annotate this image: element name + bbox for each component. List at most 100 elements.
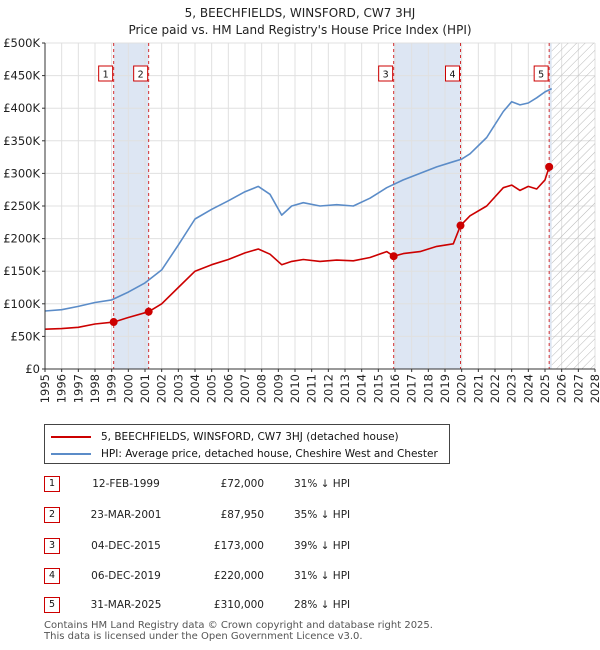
y-tick-label: £150K	[3, 264, 40, 278]
forecast-hatch-area	[551, 43, 595, 369]
y-tick-label: £400K	[3, 101, 40, 115]
x-tick-label: 2023	[505, 374, 519, 403]
legend-label-price: 5, BEECHFIELDS, WINSFORD, CW7 3HJ (detac…	[101, 431, 399, 443]
sale-label-number: 3	[383, 70, 389, 81]
table-row: 2 23-MAR-2001 £87,950 35% ↓ HPI	[44, 507, 444, 525]
table-row: 3 04-DEC-2015 £173,000 39% ↓ HPI	[44, 538, 444, 556]
x-tick-label: 2008	[255, 374, 269, 403]
sale-point	[456, 221, 465, 230]
table-row: 4 06-DEC-2019 £220,000 31% ↓ HPI	[44, 568, 444, 586]
sale-date: 04-DEC-2015	[91, 540, 161, 552]
y-tick-label: £450K	[3, 69, 40, 83]
x-tick-label: 2004	[188, 374, 202, 403]
sale-point	[144, 307, 153, 316]
sale-label-box	[533, 65, 549, 82]
x-tick-label: 1998	[88, 374, 102, 403]
legend-line-red	[51, 436, 91, 438]
y-tick-label: £250K	[3, 199, 40, 213]
sale-price: £87,950	[220, 509, 264, 521]
sale-hpi-diff: 35% ↓ HPI	[294, 509, 351, 521]
y-tick-label: £200K	[3, 232, 40, 246]
x-tick-label: 2005	[205, 374, 219, 403]
sale-label-number: 1	[103, 70, 109, 81]
hpi-line	[44, 87, 553, 312]
chart-subtitle: Price paid vs. HM Land Registry's House …	[128, 23, 471, 37]
x-tick-label: 2001	[138, 374, 152, 403]
sale-date: 23-MAR-2001	[90, 509, 162, 521]
x-tick-label: 2013	[338, 374, 352, 403]
x-tick-label: 1996	[55, 374, 69, 403]
x-tick-label: 2009	[271, 374, 285, 403]
sale-date: 12-FEB-1999	[92, 478, 160, 490]
x-tick-label: 2006	[221, 374, 235, 403]
sale-number-badge: 3	[44, 538, 60, 554]
sale-label-number: 2	[138, 70, 144, 81]
footer-line-1: Contains HM Land Registry data © Crown c…	[44, 620, 433, 631]
x-tick-label: 2020	[455, 374, 469, 403]
x-tick-label: 2025	[538, 374, 552, 403]
price-paid-line	[44, 166, 553, 330]
chart-title: 5, BEECHFIELDS, WINSFORD, CW7 3HJ	[185, 6, 416, 20]
x-tick-label: 2000	[121, 374, 135, 403]
x-tick-label: 2010	[288, 374, 302, 403]
legend-line-blue	[51, 453, 91, 455]
x-tick-label: 2024	[521, 374, 535, 403]
table-row: 1 12-FEB-1999 £72,000 31% ↓ HPI	[44, 476, 444, 494]
x-tick-label: 2017	[405, 374, 419, 403]
sale-label-box	[133, 65, 149, 82]
y-tick-label: £300K	[3, 166, 40, 180]
sale-hpi-diff: 31% ↓ HPI	[294, 570, 351, 582]
y-tick-label: £500K	[3, 36, 40, 50]
sale-hpi-diff: 31% ↓ HPI	[294, 478, 351, 490]
legend-label-hpi: HPI: Average price, detached house, Ches…	[101, 448, 438, 460]
sale-point	[389, 252, 398, 261]
y-tick-label: £0	[25, 362, 40, 376]
footer-line-2: This data is licensed under the Open Gov…	[44, 631, 363, 642]
legend-item-hpi: HPI: Average price, detached house, Ches…	[51, 446, 438, 462]
sale-label-box	[445, 65, 460, 82]
x-tick-label: 1997	[71, 374, 85, 403]
x-tick-label: 2019	[438, 374, 452, 403]
sale-price: £310,000	[213, 599, 264, 611]
x-tick-label: 2018	[421, 374, 435, 403]
x-tick-label: 2015	[371, 374, 385, 403]
y-tick-label: £350K	[3, 134, 40, 148]
x-tick-label: 2027	[571, 374, 585, 403]
x-tick-label: 2022	[488, 374, 502, 403]
sale-price: £220,000	[213, 570, 264, 582]
x-tick-label: 2014	[355, 374, 369, 403]
x-tick-label: 2026	[555, 374, 569, 403]
sale-number-badge: 5	[44, 597, 60, 613]
x-tick-label: 2028	[588, 374, 600, 403]
x-tick-label: 2021	[471, 374, 485, 403]
sale-point	[109, 318, 118, 327]
sale-label-number: 5	[538, 70, 544, 81]
sale-hpi-diff: 39% ↓ HPI	[294, 540, 351, 552]
x-tick-label: 2007	[238, 374, 252, 403]
sale-number-badge: 1	[44, 476, 60, 492]
x-tick-label: 1995	[38, 374, 52, 403]
sale-date: 06-DEC-2019	[91, 570, 161, 582]
x-tick-label: 2012	[321, 374, 335, 403]
table-row: 5 31-MAR-2025 £310,000 28% ↓ HPI	[44, 597, 444, 615]
x-tick-label: 1999	[105, 374, 119, 403]
y-tick-label: £50K	[11, 329, 41, 343]
y-tick-label: £100K	[3, 297, 40, 311]
legend-item-price: 5, BEECHFIELDS, WINSFORD, CW7 3HJ (detac…	[51, 429, 399, 445]
price-chart: 1 2 3 4 5 £0 £50K £100K £150K £200K £250K £300K £35…	[3, 6, 600, 403]
sale-number-badge: 4	[44, 568, 60, 584]
sale-price: £173,000	[213, 540, 264, 552]
sale-point	[545, 162, 554, 171]
x-tick-label: 2003	[171, 374, 185, 403]
sale-number-badge: 2	[44, 507, 60, 523]
sale-hpi-diff: 28% ↓ HPI	[294, 599, 351, 611]
x-tick-label: 2002	[155, 374, 169, 403]
sale-label-box	[378, 65, 394, 82]
x-tick-label: 2011	[305, 374, 319, 403]
footer-note: Contains HM Land Registry data © Crown c…	[44, 620, 433, 642]
sale-label-box	[98, 65, 114, 82]
sale-price: £72,000	[220, 478, 264, 490]
x-tick-label: 2016	[388, 374, 402, 403]
sale-date: 31-MAR-2025	[90, 599, 162, 611]
sale-label-number: 4	[449, 70, 455, 81]
